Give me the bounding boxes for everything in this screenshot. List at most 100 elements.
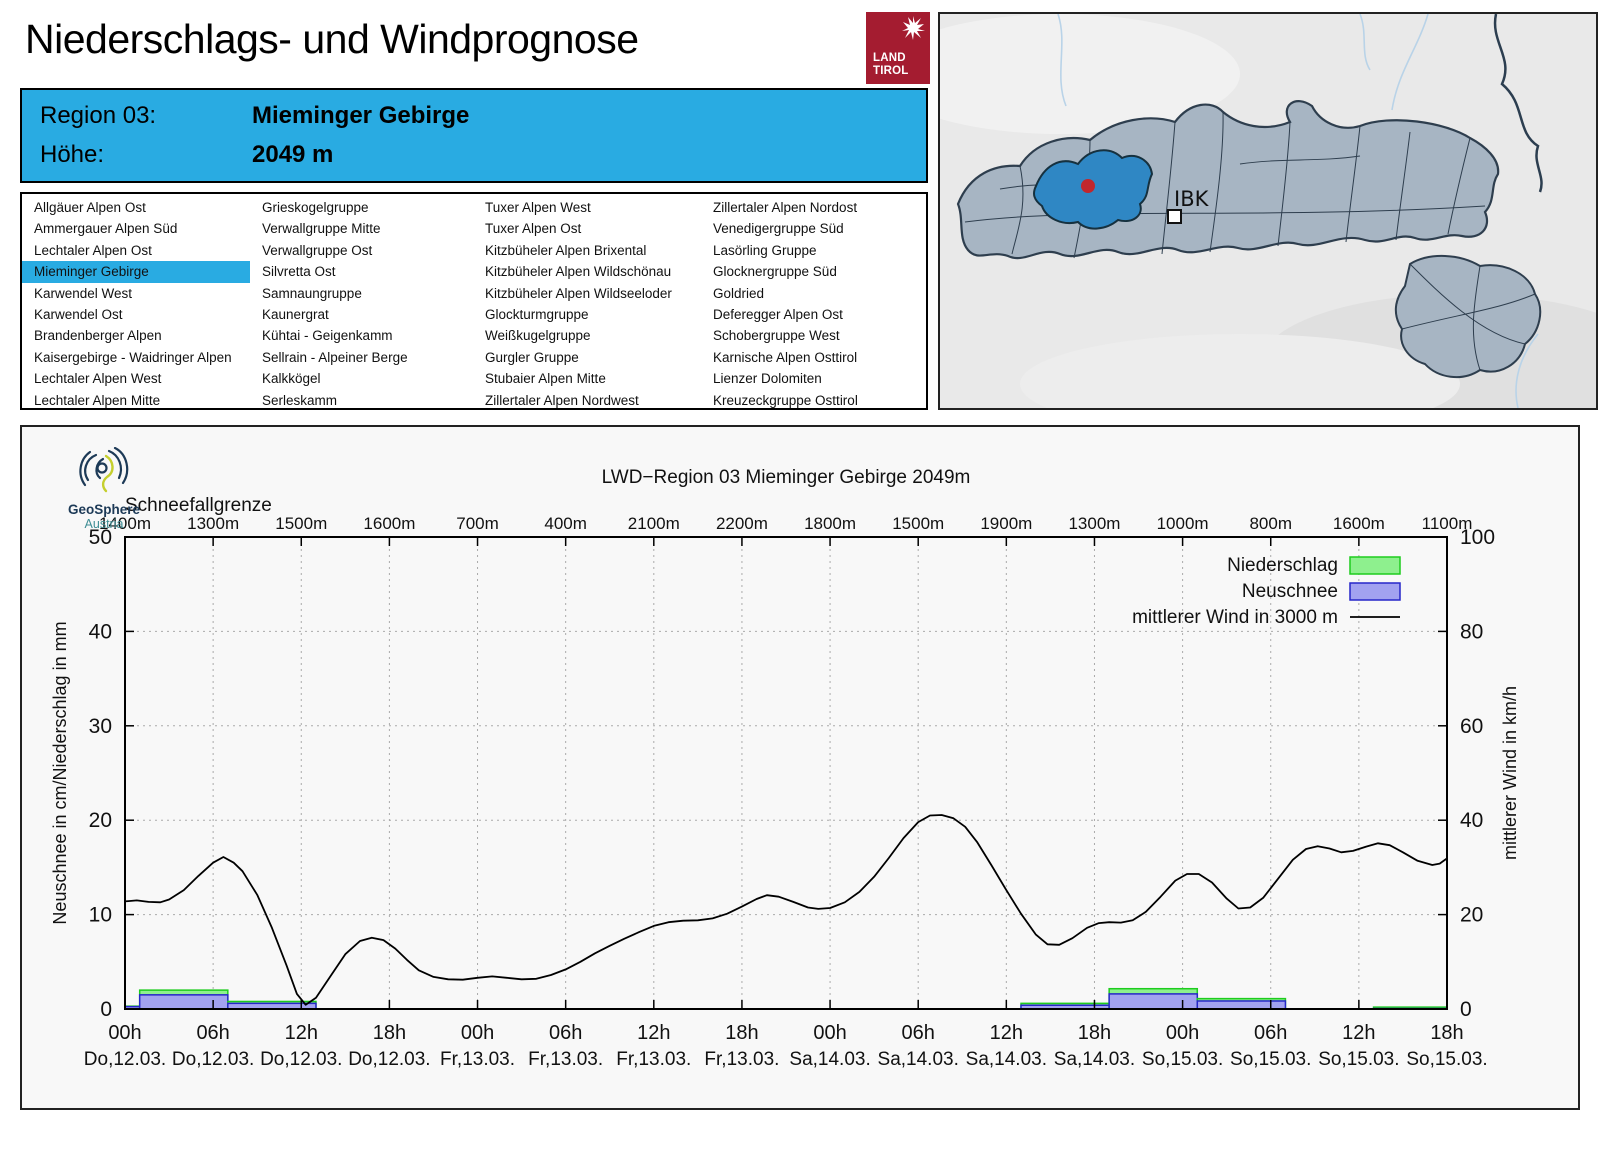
svg-text:06h: 06h — [549, 1022, 582, 1044]
svg-text:1000m: 1000m — [1157, 514, 1209, 533]
svg-text:Sa,14.03.: Sa,14.03. — [789, 1049, 870, 1070]
region-list-item[interactable]: Grieskogelgruppe — [262, 200, 369, 215]
svg-text:1600m: 1600m — [1333, 514, 1385, 533]
region-list-item[interactable]: Goldried — [713, 285, 765, 301]
svg-text:Sa,14.03.: Sa,14.03. — [1054, 1049, 1135, 1070]
svg-text:So,15.03.: So,15.03. — [1406, 1049, 1487, 1070]
region-list-item[interactable]: Deferegger Alpen Ost — [713, 306, 843, 322]
region-list-item[interactable]: Tuxer Alpen West — [485, 200, 591, 215]
svg-text:1400m: 1400m — [99, 514, 151, 533]
river-lines — [1057, 14, 1539, 408]
region-list-item[interactable]: Verwallgruppe Mitte — [262, 221, 381, 237]
svg-text:1100m: 1100m — [1422, 514, 1473, 533]
tirol-map-svg: IBK — [940, 14, 1596, 408]
geosphere-name: GeoSphere — [67, 502, 141, 517]
ibk-marker — [1167, 209, 1182, 224]
region-list-item[interactable]: Glockturmgruppe — [485, 306, 589, 322]
svg-text:30: 30 — [89, 715, 112, 738]
region-list-item[interactable]: Karnische Alpen Osttirol — [713, 349, 858, 365]
geosphere-logo: GeoSphere Austria — [54, 446, 154, 531]
svg-text:00h: 00h — [461, 1022, 494, 1044]
tirol-map: IBK — [938, 12, 1598, 410]
region-list-item[interactable]: Silvretta Ost — [262, 264, 336, 280]
region-label: Region 03: — [40, 101, 157, 129]
svg-text:1300m: 1300m — [1068, 514, 1120, 533]
svg-text:12h: 12h — [637, 1022, 670, 1044]
svg-text:Sa,14.03.: Sa,14.03. — [878, 1049, 959, 1070]
region-list-item[interactable]: Kaunergrat — [262, 306, 329, 322]
region-list-item[interactable]: Karwendel West — [34, 285, 133, 301]
forecast-chart: LWD−Region 03 Mieminger Gebirge 2049m Sch… — [20, 425, 1580, 1110]
svg-text:Fr,13.03.: Fr,13.03. — [704, 1049, 779, 1070]
region-list-item[interactable]: Karwendel Ost — [34, 306, 123, 322]
svg-text:2200m: 2200m — [716, 514, 768, 533]
svg-text:1900m: 1900m — [980, 514, 1032, 533]
region-list-item[interactable]: Brandenberger Alpen — [34, 328, 162, 344]
svg-text:18h: 18h — [725, 1022, 758, 1044]
region-list-item[interactable]: Kalkkögel — [262, 371, 321, 387]
region-list-item[interactable]: Stubaier Alpen Mitte — [485, 371, 606, 387]
svg-text:40: 40 — [1460, 809, 1483, 832]
svg-text:400m: 400m — [544, 514, 587, 533]
region-list-item[interactable]: Zillertaler Alpen Nordwest — [485, 392, 639, 408]
svg-text:So,15.03.: So,15.03. — [1230, 1049, 1311, 1070]
svg-text:60: 60 — [1460, 715, 1483, 738]
ibk-label: IBK — [1174, 187, 1210, 211]
region-list-item[interactable]: Venedigergruppe Süd — [713, 221, 844, 237]
terrain-patch — [1020, 334, 1460, 408]
svg-text:20: 20 — [89, 809, 112, 832]
region-list-item[interactable]: Ammergauer Alpen Süd — [34, 221, 178, 237]
region-list-item[interactable]: Verwallgruppe Ost — [262, 242, 373, 258]
region-list: Allgäuer Alpen Ost Grieskogelgruppe Tuxer … — [20, 192, 928, 410]
region-list-item[interactable]: Kitzbüheler Alpen Wildschönau — [485, 264, 672, 280]
svg-text:Do,12.03.: Do,12.03. — [348, 1049, 430, 1070]
region-list-item[interactable]: Glocknergruppe Süd — [713, 264, 837, 280]
svg-text:0: 0 — [100, 998, 112, 1021]
region-list-item[interactable]: Schobergruppe West — [713, 328, 840, 344]
tirol-eagle-icon — [902, 16, 925, 46]
region-list-item[interactable]: Kitzbüheler Alpen Wildseeloder — [485, 285, 672, 301]
region-list-item[interactable]: Gurgler Gruppe — [485, 349, 579, 365]
terrain-patch — [940, 14, 1240, 134]
geosphere-sub: Austria — [84, 517, 124, 531]
region-list-item[interactable]: Kitzbüheler Alpen Brixental — [485, 242, 647, 258]
svg-text:Sa,14.03.: Sa,14.03. — [966, 1049, 1047, 1070]
region-list-item[interactable]: Lechtaler Alpen Mitte — [34, 392, 161, 408]
svg-text:40: 40 — [89, 620, 112, 643]
region-list-item[interactable]: Zillertaler Alpen Nordost — [713, 200, 858, 215]
svg-text:1600m: 1600m — [363, 514, 415, 533]
svg-text:So,15.03.: So,15.03. — [1142, 1049, 1223, 1070]
region-grid: Allgäuer Alpen Ost Grieskogelgruppe Tuxer … — [22, 197, 926, 411]
svg-text:18h: 18h — [1430, 1022, 1463, 1044]
forecast-chart-panel: LWD−Region 03 Mieminger Gebirge 2049m Sch… — [20, 425, 1580, 1110]
svg-text:06h: 06h — [1254, 1022, 1287, 1044]
region-list-item[interactable]: Lienzer Dolomiten — [713, 371, 822, 387]
region-list-item[interactable]: Serleskamm — [262, 392, 338, 408]
svg-text:Do,12.03.: Do,12.03. — [172, 1049, 254, 1070]
altitude-label: Höhe: — [40, 141, 105, 169]
svg-text:Neuschnee: Neuschnee — [1242, 581, 1338, 602]
altitude-value: 2049 m — [252, 141, 334, 169]
svg-text:00h: 00h — [813, 1022, 846, 1044]
region-list-item[interactable]: Kaisergebirge - Waidringer Alpen — [34, 349, 232, 365]
region-list-item[interactable]: Samnaungruppe — [262, 285, 362, 301]
svg-text:So,15.03.: So,15.03. — [1318, 1049, 1399, 1070]
region-list-item[interactable]: Tuxer Alpen Ost — [485, 221, 582, 237]
region-list-item[interactable]: Weißkugelgruppe — [485, 328, 591, 344]
svg-text:700m: 700m — [456, 514, 499, 533]
region-list-item[interactable]: Lasörling Gruppe — [713, 242, 817, 258]
logo-line-1: LAND — [873, 52, 906, 64]
svg-text:18h: 18h — [1078, 1022, 1111, 1044]
region-list-item[interactable]: Lechtaler Alpen Ost — [34, 242, 152, 258]
region-list-item[interactable]: Sellrain - Alpeiner Berge — [262, 349, 408, 365]
svg-text:LWD−Region 03 Mieminger Gebirg: LWD−Region 03 Mieminger Gebirge 2049m — [602, 467, 971, 488]
region-list-item[interactable]: Allgäuer Alpen Ost — [34, 200, 146, 215]
region-list-item[interactable]: Mieminger Gebirge — [22, 261, 250, 283]
region-list-item[interactable]: Lechtaler Alpen West — [34, 371, 162, 387]
svg-text:Do,12.03.: Do,12.03. — [260, 1049, 342, 1070]
region-list-item[interactable]: Kühtai - Geigenkamm — [262, 328, 393, 344]
svg-text:1800m: 1800m — [804, 514, 856, 533]
geosphere-swirl-icon — [79, 446, 129, 493]
region-list-item[interactable]: Kreuzeckgruppe Osttirol — [713, 392, 858, 408]
svg-text:1300m: 1300m — [187, 514, 239, 533]
